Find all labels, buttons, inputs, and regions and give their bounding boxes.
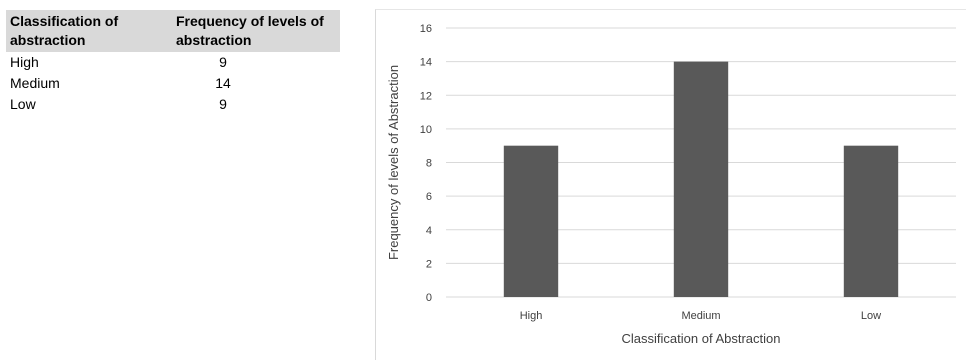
x-axis-ticks: High Medium Low — [520, 310, 881, 322]
table-row: High 9 — [6, 52, 340, 73]
y-axis-ticks: 0 2 4 6 8 10 12 14 16 — [420, 23, 432, 304]
y-tick-label: 8 — [426, 158, 432, 170]
y-tick-label: 2 — [426, 258, 432, 270]
y-axis-title: Frequency of levels of Abstraction — [386, 65, 401, 260]
x-tick-label: Low — [861, 310, 881, 322]
chart-area: 0 2 4 6 8 10 12 14 16 High Medium Low Classificati… — [375, 9, 966, 360]
data-table: Classification of abstraction Frequency … — [6, 10, 340, 115]
x-tick-label: Medium — [681, 310, 720, 322]
column-header-frequency: Frequency of levels of abstraction — [172, 10, 340, 52]
y-tick-label: 14 — [420, 57, 432, 69]
y-tick-label: 10 — [420, 124, 432, 136]
x-tick-label: High — [520, 310, 543, 322]
table-header-row: Classification of abstraction Frequency … — [6, 10, 340, 52]
bar — [503, 145, 559, 297]
row-value: 9 — [219, 96, 227, 112]
row-label: Low — [10, 96, 36, 112]
y-tick-label: 4 — [426, 225, 432, 237]
y-tick-label: 6 — [426, 191, 432, 203]
y-tick-label: 12 — [420, 90, 432, 102]
column-header-classification: Classification of abstraction — [6, 10, 172, 52]
row-label: Medium — [10, 75, 60, 91]
row-value: 14 — [215, 75, 231, 91]
x-axis-title: Classification of Abstraction — [622, 331, 781, 346]
bars — [503, 61, 899, 297]
bar — [843, 145, 899, 297]
bar — [673, 61, 729, 297]
row-value: 9 — [219, 54, 227, 70]
table-row: Low 9 — [6, 94, 340, 115]
y-tick-label: 16 — [420, 23, 432, 35]
y-tick-label: 0 — [426, 292, 432, 304]
bar-chart: 0 2 4 6 8 10 12 14 16 High Medium Low Classificati… — [386, 23, 956, 346]
row-label: High — [10, 54, 39, 70]
table-row: Medium 14 — [6, 73, 340, 94]
